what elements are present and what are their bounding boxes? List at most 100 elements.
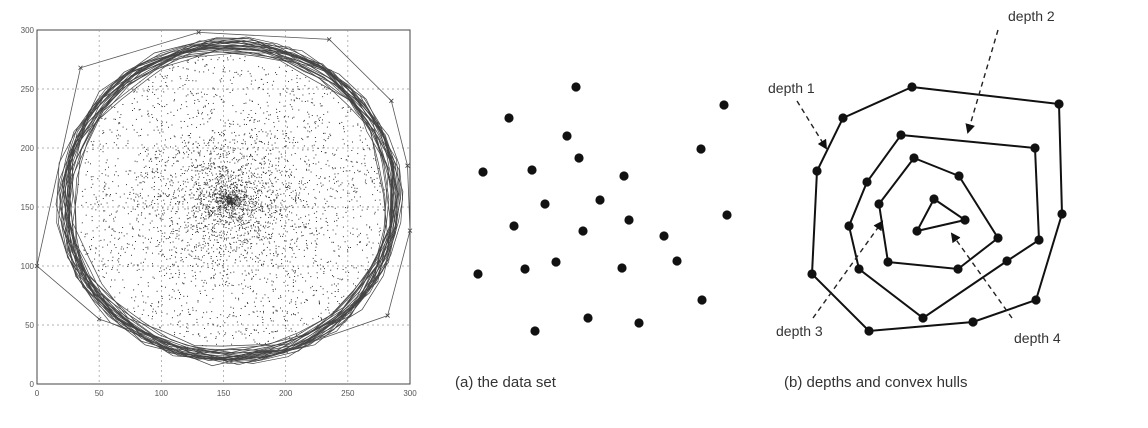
scatter-dot [193, 216, 195, 218]
scatter-dot [188, 154, 190, 156]
scatter-dot [225, 216, 227, 217]
scatter-dot [323, 147, 325, 149]
scatter-dot [143, 166, 145, 168]
scatter-dot [147, 174, 149, 176]
scatter-dot [231, 213, 233, 214]
scatter-dot [171, 231, 173, 232]
scatter-dot [147, 315, 149, 317]
scatter-dot [241, 208, 243, 210]
scatter-dot [286, 231, 288, 233]
scatter-dot [294, 272, 296, 274]
scatter-dot [305, 223, 307, 225]
scatter-dot [233, 191, 235, 193]
scatter-dot [226, 156, 228, 158]
scatter-dot [377, 209, 379, 211]
scatter-dot [92, 236, 94, 238]
scatter-dot [195, 310, 197, 312]
scatter-dot [206, 182, 208, 184]
scatter-dot [256, 220, 257, 222]
scatter-dot [130, 211, 132, 212]
scatter-dot [115, 118, 116, 120]
arrow-depth-1 [796, 100, 828, 150]
scatter-dot [156, 215, 158, 217]
scatter-dot [151, 171, 153, 173]
scatter-dot [241, 191, 243, 193]
scatter-dot [286, 126, 288, 128]
scatter-dot [226, 317, 228, 319]
scatter-dot [291, 171, 293, 173]
scatter-dot [202, 204, 204, 206]
scatter-dot [159, 271, 161, 272]
scatter-dot [229, 153, 230, 154]
scatter-dot [223, 207, 225, 209]
scatter-dot [164, 164, 166, 166]
scatter-dot [196, 198, 198, 200]
scatter-dot [147, 282, 149, 284]
scatter-dot [250, 257, 252, 259]
scatter-dot [296, 194, 297, 196]
scatter-dot [195, 216, 197, 218]
scatter-dot [227, 57, 228, 59]
scatter-dot [207, 253, 209, 255]
scatter-dot [175, 251, 177, 253]
scatter-dot [179, 314, 181, 316]
scatter-dot [93, 140, 95, 142]
scatter-dot [302, 149, 304, 151]
scatter-dot [156, 209, 158, 211]
scatter-dot [272, 183, 274, 185]
scatter-dot [380, 183, 382, 185]
scatter-dot [218, 57, 220, 59]
scatter-dot [241, 333, 243, 335]
scatter-dot [215, 177, 217, 179]
scatter-dot [239, 75, 241, 77]
scatter-dot [239, 256, 241, 258]
scatter-dot [256, 185, 258, 187]
scatter-dot [102, 198, 104, 199]
scatter-dot [213, 194, 215, 196]
scatter-dot [161, 249, 163, 251]
scatter-dot [171, 220, 173, 222]
scatter-dot [257, 190, 259, 192]
scatter-dot [265, 195, 267, 197]
scatter-dot [177, 181, 179, 183]
scatter-dot [366, 234, 368, 236]
scatter-dot [218, 180, 219, 182]
scatter-dot [177, 201, 179, 202]
scatter-dot [222, 216, 224, 218]
scatter-dot [260, 224, 262, 226]
scatter-dot [232, 285, 234, 286]
scatter-dot [175, 149, 177, 151]
scatter-dot [301, 235, 303, 237]
scatter-dot [138, 109, 140, 111]
scatter-dot [337, 191, 338, 193]
scatter-dot [283, 138, 285, 139]
scatter-dot [197, 334, 199, 336]
scatter-dot [272, 311, 274, 313]
scatter-dot [189, 137, 191, 139]
scatter-dot [211, 210, 213, 212]
scatter-dot [152, 308, 154, 310]
scatter-dot [199, 335, 201, 337]
label-depth-1: depth 1 [768, 80, 815, 96]
scatter-dot [162, 254, 164, 256]
scatter-dot [312, 150, 314, 152]
scatter-dot [219, 196, 221, 198]
scatter-dot [238, 191, 240, 193]
scatter-dot [224, 171, 226, 173]
scatter-dot [276, 138, 278, 139]
scatter-dot [184, 227, 186, 229]
scatter-dot [173, 135, 175, 137]
scatter-dot [256, 343, 258, 345]
scatter-dot [136, 91, 138, 93]
scatter-dot [188, 141, 190, 143]
scatter-dot [228, 151, 230, 153]
scatter-dot [257, 227, 259, 229]
scatter-dot [242, 210, 243, 212]
scatter-dot [231, 159, 233, 161]
scatter-dot [256, 243, 258, 245]
scatter-dot [376, 177, 378, 179]
scatter-dot [158, 177, 160, 178]
scatter-dot [296, 126, 298, 128]
scatter-dot [224, 204, 226, 206]
scatter-dot [315, 127, 317, 129]
